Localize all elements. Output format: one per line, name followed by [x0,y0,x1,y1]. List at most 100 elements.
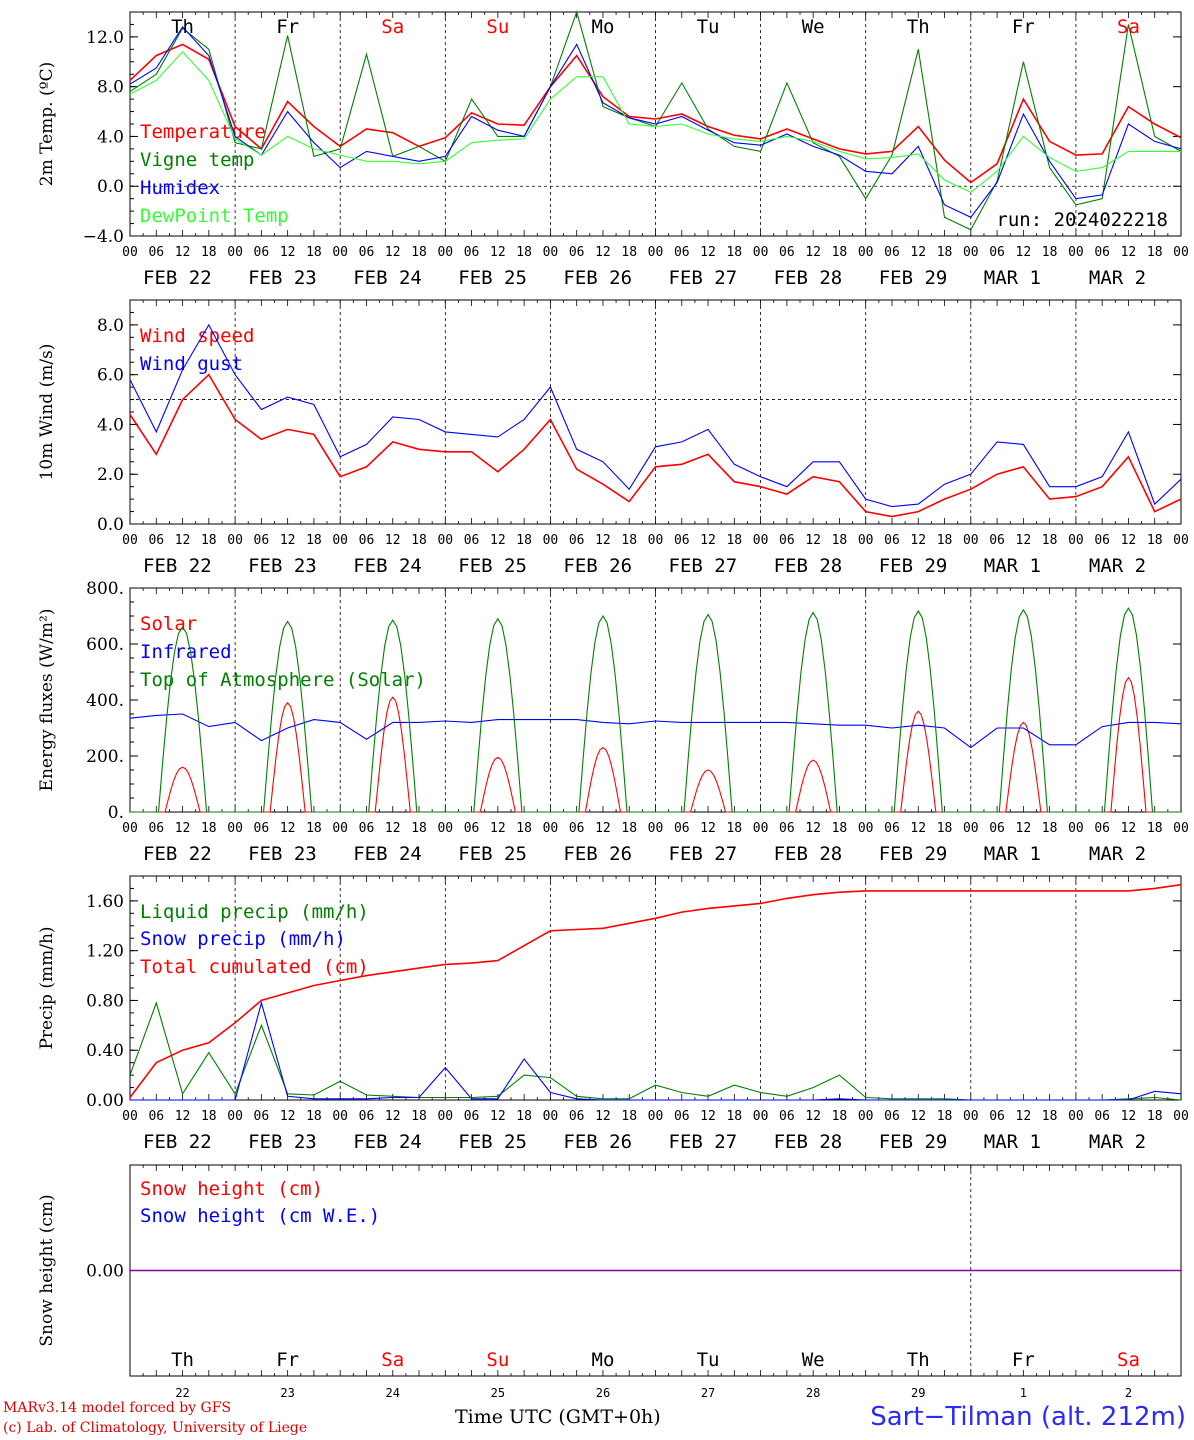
hour-tick-label: 00 [227,1109,243,1124]
hour-tick-label: 00 [858,533,874,548]
date-label: FEB 28 [774,843,843,865]
panel-1: −4.0 0.0 4.0 8.0 12.0 2m Temp. (ºC) Temperatur… [37,10,1189,289]
series-line-red [129,883,1182,1098]
date-label: FEB 26 [563,1131,632,1153]
y-tick-label: 0.00 [86,1262,124,1282]
date-label: FEB 28 [774,555,843,577]
hour-tick-label: 18 [832,821,848,836]
date-label: MAR 1 [984,555,1041,577]
hour-tick-label: 18 [937,821,953,836]
legend-entry: Wind speed [140,325,254,347]
hour-tick-label: 00 [1173,245,1189,260]
hour-tick-label: 12 [385,533,401,548]
y-tick-label: 12.0 [86,28,124,48]
series-line-red [129,373,1182,518]
hour-tick-label: 06 [569,1109,585,1124]
hour-tick-label: 06 [464,245,480,260]
hour-tick-label: 18 [726,1109,742,1124]
hour-tick-label: 06 [569,245,585,260]
hour-tick-label: 18 [937,245,953,260]
hour-tick-label: 06 [989,821,1005,836]
series-line-blue [129,713,1182,749]
hour-tick-label: 18 [201,533,217,548]
hour-tick-label: 12 [175,1109,191,1124]
hour-tick-label: 18 [306,245,322,260]
hour-tick-label: 00 [543,821,559,836]
hour-tick-label: 06 [148,245,164,260]
hour-tick-label: 00 [543,533,559,548]
hour-tick-label: 18 [306,533,322,548]
hour-tick-label: 18 [1042,1109,1058,1124]
credit-line-2: (c) Lab. of Climatology, University of L… [3,1420,308,1436]
hour-tick-label: 00 [858,821,874,836]
legend-entry: DewPoint Temp [140,205,289,227]
day-number-label: 24 [386,1386,400,1400]
hour-tick-label: 06 [884,533,900,548]
y-tick-label: 1.60 [86,892,124,912]
hour-tick-label: 00 [1068,1109,1084,1124]
hour-tick-label: 00 [1068,821,1084,836]
legend-entry: Solar [140,613,197,635]
day-of-week-label: Sa [1117,16,1140,38]
hour-tick-label: 06 [148,821,164,836]
y-axis-title: 10m Wind (m/s) [37,344,57,481]
hour-tick-label: 12 [595,821,611,836]
legend-entry: Humidex [140,177,220,199]
date-label: FEB 24 [353,555,422,577]
hour-tick-label: 00 [963,821,979,836]
hour-tick-label: 12 [700,533,716,548]
hour-tick-label: 18 [1042,245,1058,260]
hour-tick-label: 06 [464,1109,480,1124]
series-line-lightgreen [129,50,1181,194]
day-of-week-label: Fr [1012,1349,1035,1371]
date-label: MAR 1 [984,843,1041,865]
hour-tick-label: 00 [648,1109,664,1124]
y-tick-label: 8.0 [97,78,124,98]
day-of-week-label: Tu [697,1349,720,1371]
credit-line-1: MARv3.14 model forced by GFS [3,1400,232,1416]
date-label: FEB 29 [879,555,948,577]
hour-tick-label: 12 [1016,821,1032,836]
date-label: FEB 22 [143,1131,212,1153]
hour-tick-label: 06 [884,245,900,260]
hour-tick-label: 12 [490,245,506,260]
hour-tick-label: 18 [621,245,637,260]
hour-tick-label: 12 [910,533,926,548]
plot-frame [129,299,1182,525]
day-of-week-label: Th [171,16,194,38]
hour-tick-label: 12 [805,821,821,836]
day-of-week-label: Sa [1117,1349,1140,1371]
legend-entry: Liquid precip (mm/h) [140,901,369,923]
hour-tick-label: 12 [700,245,716,260]
date-label: FEB 27 [669,555,738,577]
hour-tick-label: 06 [779,533,795,548]
day-number-label: 27 [701,1386,715,1400]
hour-tick-label: 18 [1042,821,1058,836]
hour-tick-label: 12 [805,533,821,548]
day-number-label: 26 [596,1386,610,1400]
hour-tick-label: 00 [753,245,769,260]
date-label: FEB 25 [458,555,527,577]
hour-tick-label: 06 [674,533,690,548]
day-number-label: 25 [491,1386,505,1400]
hour-tick-label: 06 [569,533,585,548]
day-of-week-label: We [802,1349,825,1371]
series-line-green [130,607,1181,813]
hour-tick-label: 06 [148,1109,164,1124]
hour-tick-label: 00 [543,1109,559,1124]
hour-tick-label: 12 [910,821,926,836]
hour-tick-label: 06 [779,1109,795,1124]
hour-tick-label: 00 [1068,245,1084,260]
hour-tick-label: 06 [569,821,585,836]
day-of-week-label: Mo [592,16,615,38]
hour-tick-label: 18 [516,821,532,836]
panel-3: 0. 200. 400. 600. 800. Energy fluxes (W/m²) So… [37,579,1189,865]
legend-entry: Snow height (cm) [140,1178,323,1200]
day-of-week-label: Su [486,1349,509,1371]
day-number-label: 29 [911,1386,925,1400]
hour-tick-label: 18 [1147,245,1163,260]
hour-tick-label: 06 [1094,533,1110,548]
date-label: FEB 27 [669,267,738,289]
hour-tick-label: 00 [122,1109,138,1124]
